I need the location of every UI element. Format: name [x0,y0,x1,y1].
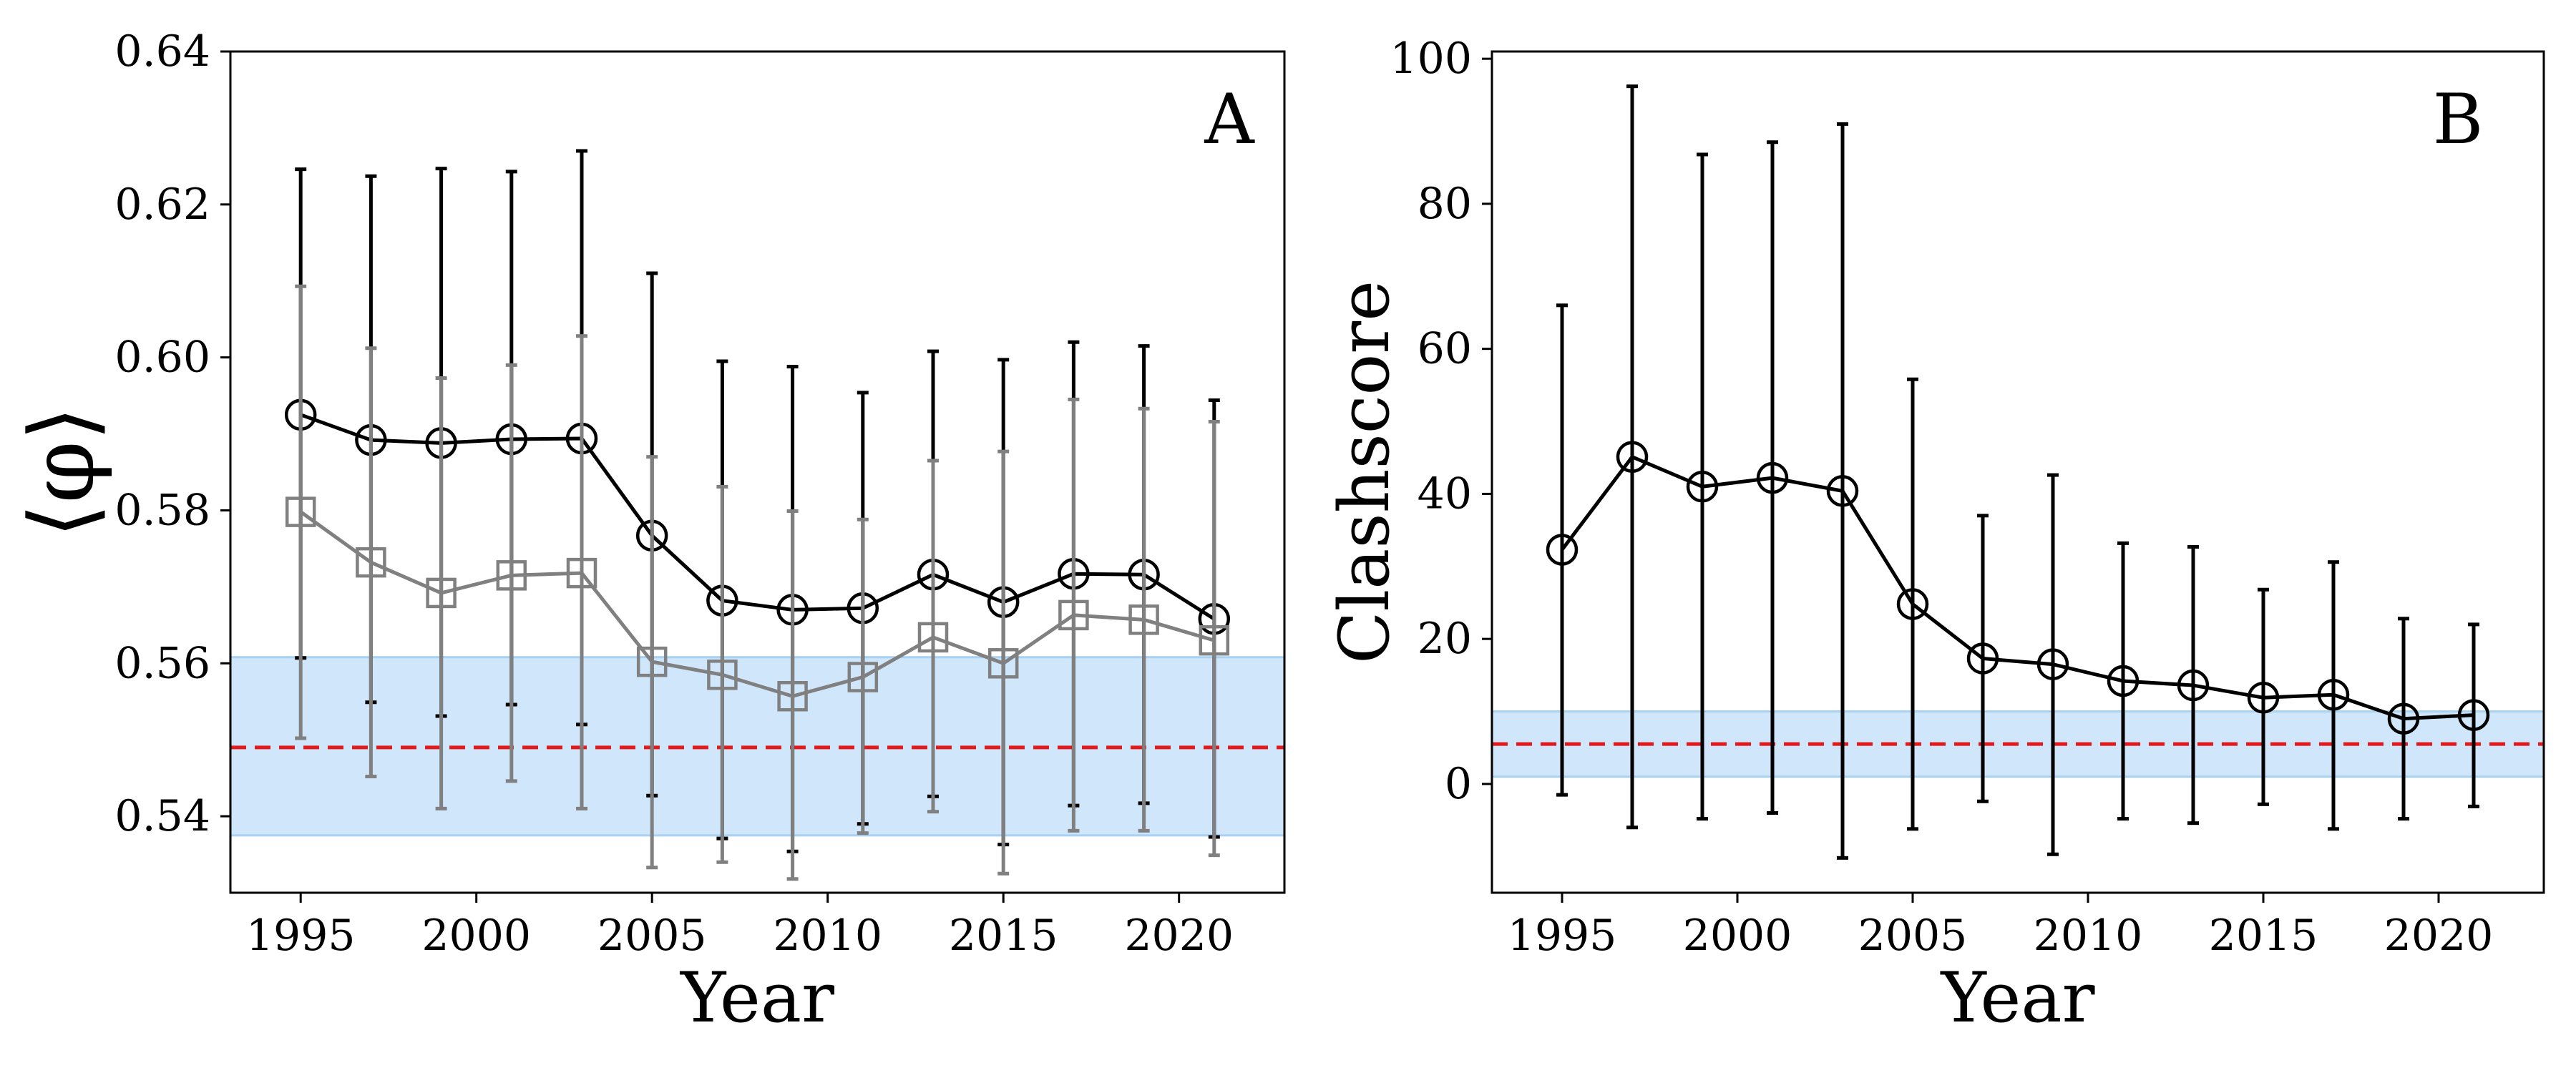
y-tick-label: 0 [1445,759,1472,809]
data-point [2387,702,2420,735]
plot-frame [229,50,1286,894]
panel-label: A [1204,79,1255,160]
data-point [636,646,668,677]
x-tick-label: 2020 [1124,911,1234,961]
data-point [1756,461,1789,494]
data-point [1199,624,1230,656]
x-axis-title: Year [679,958,834,1038]
data-point [847,662,879,692]
x-tick-label: 2000 [1683,911,1792,961]
x-tick-label: 1995 [1508,911,1617,961]
data-point [1128,604,1159,635]
panel-a-chart: 1995 2000 2005 2010 2015 2020 0.54 0.56 0.58 0.60… [11,26,1286,1038]
y-tick-label: 0.60 [114,333,210,383]
data-point [987,648,1019,679]
plot-frame [1491,50,2545,894]
data-point [356,547,386,578]
x-tick-label: 2020 [2384,911,2494,961]
data-point [1546,534,1579,566]
series-2 [285,284,1230,881]
data-point [1058,599,1089,631]
y-tick-label: 100 [1390,34,1472,84]
x-tick-label: 2000 [421,911,531,961]
x-tick-label: 2005 [1858,911,1968,961]
series-line [1561,455,2474,721]
y-tick-label: 20 [1418,614,1472,664]
y-tick-label: 0.58 [114,485,210,535]
data-point [777,680,808,712]
data-point [426,577,457,609]
series-line [300,413,1216,621]
data-point [496,560,527,591]
data-point [1616,441,1649,473]
data-point [2107,665,2140,697]
panel-label: B [2433,79,2484,160]
data-point [2317,678,2350,711]
x-axis-title: Year [1940,958,2095,1038]
data-point [285,496,316,527]
y-tick-label: 80 [1418,179,1472,229]
y-axis-title: ⟨φ⟩ [11,406,114,539]
data-point [1826,475,1859,507]
data-point [1896,588,1929,620]
y-axis-title: Clashscore [1324,280,1405,664]
series-line [299,510,1215,698]
data-point [2247,682,2280,714]
x-tick-label: 2015 [949,911,1058,961]
data-point [2177,669,2210,702]
panel-b-chart: 1995 2000 2005 2010 2015 2020 0 20 40 60 80 100 Year… [1324,34,2545,1038]
data-point [2457,699,2490,731]
x-tick-label: 2010 [2034,911,2143,961]
x-tick-label: 1995 [246,911,356,961]
x-tick-label: 2015 [2209,911,2318,961]
y-tick-label: 60 [1418,324,1472,374]
data-point [2036,648,2069,680]
data-point [917,622,949,653]
y-tick-label: 0.64 [114,26,210,77]
x-tick-label: 2010 [773,911,882,961]
data-point [1686,471,1719,503]
data-point [1966,642,1999,675]
series-1 [1546,84,2490,860]
y-tick-label: 40 [1418,469,1472,519]
data-point [566,557,597,589]
y-tick-label: 0.56 [114,638,210,688]
y-tick-label: 0.62 [114,180,210,230]
x-tick-label: 2005 [597,911,707,961]
data-point [707,660,738,690]
y-tick-label: 0.54 [114,791,210,841]
